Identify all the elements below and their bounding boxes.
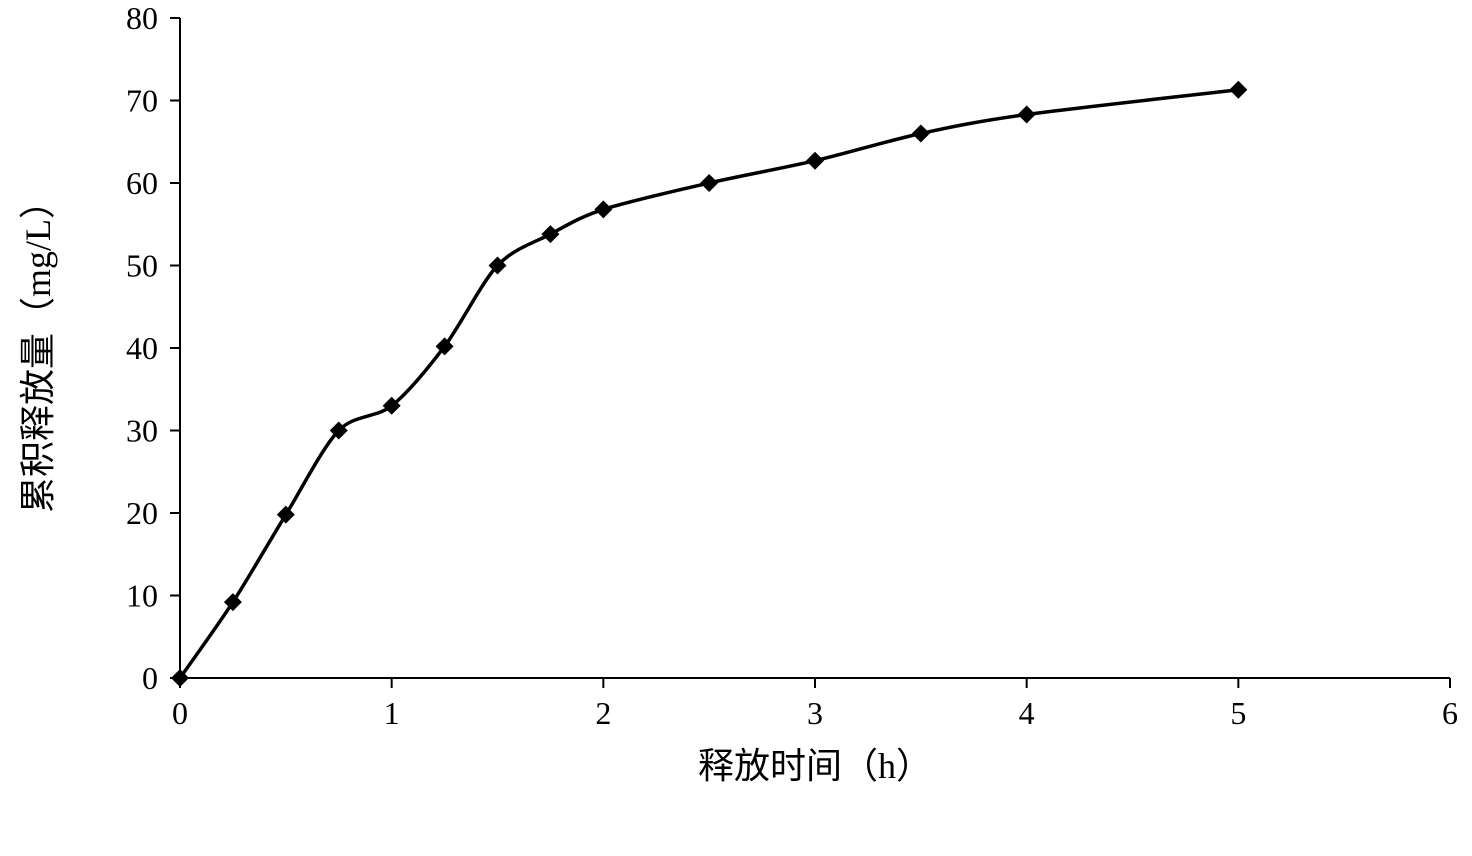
x-tick-label: 1 [384,695,400,731]
y-tick-label: 40 [126,330,158,366]
y-tick-label: 30 [126,413,158,449]
x-tick-label: 3 [807,695,823,731]
release-chart: 012345601020304050607080释放时间（h）累积释放量（mg/… [0,0,1472,856]
x-tick-label: 6 [1442,695,1458,731]
x-tick-label: 0 [172,695,188,731]
y-tick-label: 50 [126,248,158,284]
y-tick-label: 80 [126,0,158,36]
data-marker [1229,81,1247,99]
data-marker [912,125,930,143]
data-marker [594,200,612,218]
y-tick-label: 10 [126,578,158,614]
x-axis-title: 释放时间（h） [698,746,932,786]
data-marker [277,506,295,524]
y-axis-title: 累积释放量（mg/L） [18,183,58,513]
y-tick-label: 20 [126,495,158,531]
x-tick-label: 4 [1019,695,1035,731]
data-marker [224,593,242,611]
x-tick-label: 2 [595,695,611,731]
data-marker [700,174,718,192]
y-tick-label: 70 [126,83,158,119]
y-tick-label: 60 [126,165,158,201]
y-tick-label: 0 [142,660,158,696]
x-tick-label: 5 [1230,695,1246,731]
data-marker [1018,106,1036,124]
data-marker [541,225,559,243]
data-marker [806,152,824,170]
